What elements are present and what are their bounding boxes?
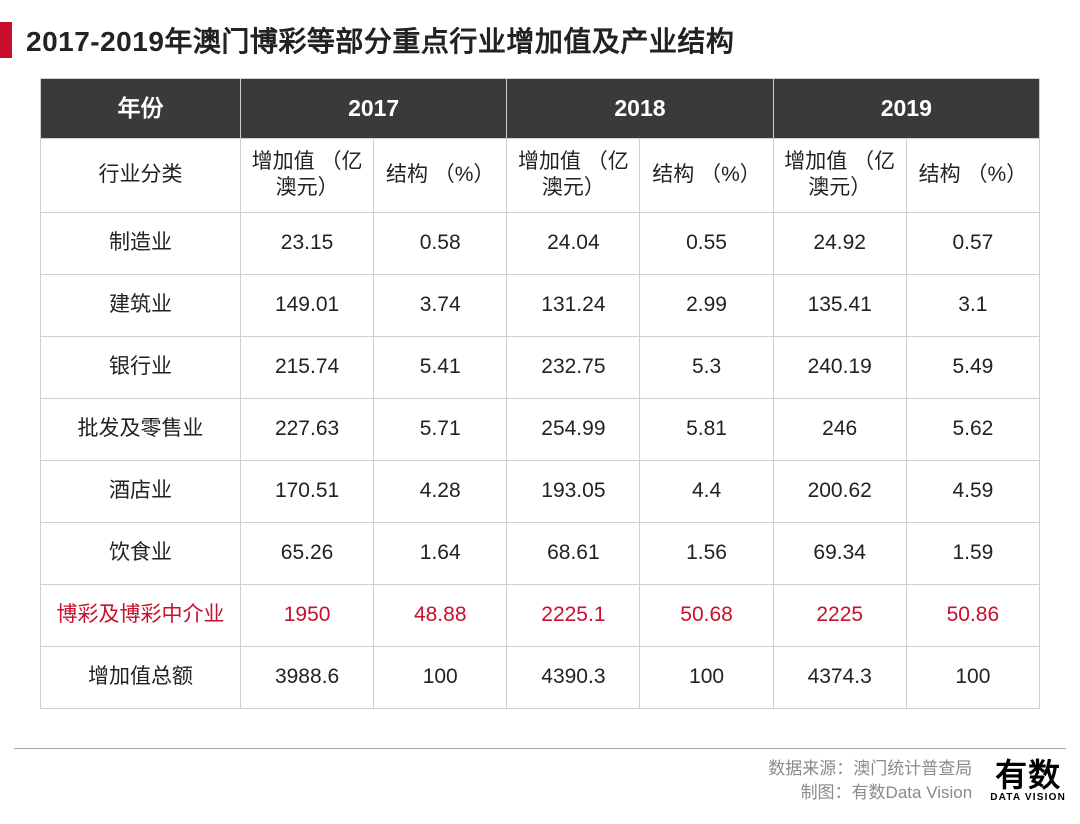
cell-v2019: 135.41 bbox=[773, 274, 906, 336]
cell-p2018: 0.55 bbox=[640, 212, 773, 274]
page-title: 2017-2019年澳门博彩等部分重点行业增加值及产业结构 bbox=[26, 20, 734, 60]
cell-p2019: 50.86 bbox=[906, 584, 1039, 646]
cell-v2019: 2225 bbox=[773, 584, 906, 646]
cell-p2017: 4.28 bbox=[374, 460, 507, 522]
table-row: 博彩及博彩中介业195048.882225.150.68222550.86 bbox=[41, 584, 1040, 646]
cell-v2017: 227.63 bbox=[241, 398, 374, 460]
cell-p2017: 3.74 bbox=[374, 274, 507, 336]
table-row: 批发及零售业227.635.71254.995.812465.62 bbox=[41, 398, 1040, 460]
cell-v2019: 200.62 bbox=[773, 460, 906, 522]
cell-p2019: 0.57 bbox=[906, 212, 1039, 274]
cell-p2019: 100 bbox=[906, 646, 1039, 708]
cell-p2018: 5.81 bbox=[640, 398, 773, 460]
cell-v2018: 131.24 bbox=[507, 274, 640, 336]
table-container: 年份 2017 2018 2019 行业分类 增加值 （亿澳元） 结构 （%） … bbox=[0, 78, 1080, 709]
cell-v2018: 193.05 bbox=[507, 460, 640, 522]
cell-v2019: 240.19 bbox=[773, 336, 906, 398]
sub-pct-2019: 结构 （%） bbox=[906, 139, 1039, 213]
year-col-2018: 2018 bbox=[507, 79, 773, 139]
row-name: 制造业 bbox=[41, 212, 241, 274]
category-header-label: 行业分类 bbox=[41, 139, 241, 213]
row-name: 增加值总额 bbox=[41, 646, 241, 708]
cell-p2017: 100 bbox=[374, 646, 507, 708]
row-name: 批发及零售业 bbox=[41, 398, 241, 460]
sub-value-2017: 增加值 （亿澳元） bbox=[241, 139, 374, 213]
cell-v2017: 170.51 bbox=[241, 460, 374, 522]
cell-v2018: 24.04 bbox=[507, 212, 640, 274]
table-header-sub: 行业分类 增加值 （亿澳元） 结构 （%） 增加值 （亿澳元） 结构 （%） 增… bbox=[41, 139, 1040, 213]
sub-value-2018: 增加值 （亿澳元） bbox=[507, 139, 640, 213]
sub-pct-2017: 结构 （%） bbox=[374, 139, 507, 213]
cell-v2018: 68.61 bbox=[507, 522, 640, 584]
cell-p2018: 100 bbox=[640, 646, 773, 708]
cell-p2017: 5.71 bbox=[374, 398, 507, 460]
accent-bar bbox=[0, 22, 12, 58]
cell-v2018: 4390.3 bbox=[507, 646, 640, 708]
cell-v2017: 65.26 bbox=[241, 522, 374, 584]
footer-credits: 数据来源：澳门统计普查局 制图：有数Data Vision bbox=[768, 757, 972, 806]
cell-v2019: 4374.3 bbox=[773, 646, 906, 708]
cell-v2019: 69.34 bbox=[773, 522, 906, 584]
row-name: 饮食业 bbox=[41, 522, 241, 584]
logo-cn: 有数 bbox=[995, 759, 1061, 791]
cell-v2017: 23.15 bbox=[241, 212, 374, 274]
cell-p2019: 1.59 bbox=[906, 522, 1039, 584]
title-bar: 2017-2019年澳门博彩等部分重点行业增加值及产业结构 bbox=[0, 0, 1080, 78]
sub-value-2019: 增加值 （亿澳元） bbox=[773, 139, 906, 213]
cell-p2019: 3.1 bbox=[906, 274, 1039, 336]
cell-p2018: 1.56 bbox=[640, 522, 773, 584]
row-name: 建筑业 bbox=[41, 274, 241, 336]
cell-p2017: 0.58 bbox=[374, 212, 507, 274]
cell-p2019: 5.62 bbox=[906, 398, 1039, 460]
footer: 数据来源：澳门统计普查局 制图：有数Data Vision 有数 DATA VI… bbox=[14, 748, 1066, 806]
row-name: 博彩及博彩中介业 bbox=[41, 584, 241, 646]
row-name: 酒店业 bbox=[41, 460, 241, 522]
cell-v2017: 1950 bbox=[241, 584, 374, 646]
year-header-label: 年份 bbox=[41, 79, 241, 139]
cell-p2018: 2.99 bbox=[640, 274, 773, 336]
row-name: 银行业 bbox=[41, 336, 241, 398]
table-row: 饮食业65.261.6468.611.5669.341.59 bbox=[41, 522, 1040, 584]
cell-p2018: 5.3 bbox=[640, 336, 773, 398]
sub-pct-2018: 结构 （%） bbox=[640, 139, 773, 213]
cell-v2019: 24.92 bbox=[773, 212, 906, 274]
table-row: 制造业23.150.5824.040.5524.920.57 bbox=[41, 212, 1040, 274]
cell-p2019: 4.59 bbox=[906, 460, 1039, 522]
table-row: 银行业215.745.41232.755.3240.195.49 bbox=[41, 336, 1040, 398]
table-header-years: 年份 2017 2018 2019 bbox=[41, 79, 1040, 139]
chart-label: 制图：有数Data Vision bbox=[768, 781, 972, 806]
cell-v2018: 232.75 bbox=[507, 336, 640, 398]
table-row: 建筑业149.013.74131.242.99135.413.1 bbox=[41, 274, 1040, 336]
cell-p2017: 5.41 bbox=[374, 336, 507, 398]
cell-p2018: 50.68 bbox=[640, 584, 773, 646]
source-label: 数据来源：澳门统计普查局 bbox=[768, 757, 972, 782]
cell-v2017: 215.74 bbox=[241, 336, 374, 398]
table-row: 增加值总额3988.61004390.31004374.3100 bbox=[41, 646, 1040, 708]
year-col-2019: 2019 bbox=[773, 79, 1039, 139]
cell-v2019: 246 bbox=[773, 398, 906, 460]
cell-v2018: 254.99 bbox=[507, 398, 640, 460]
cell-p2019: 5.49 bbox=[906, 336, 1039, 398]
cell-v2018: 2225.1 bbox=[507, 584, 640, 646]
cell-p2017: 48.88 bbox=[374, 584, 507, 646]
year-col-2017: 2017 bbox=[241, 79, 507, 139]
cell-p2017: 1.64 bbox=[374, 522, 507, 584]
cell-v2017: 3988.6 bbox=[241, 646, 374, 708]
brand-logo: 有数 DATA VISION bbox=[990, 759, 1066, 803]
logo-en: DATA VISION bbox=[990, 793, 1066, 803]
table-row: 酒店业170.514.28193.054.4200.624.59 bbox=[41, 460, 1040, 522]
cell-v2017: 149.01 bbox=[241, 274, 374, 336]
industry-table: 年份 2017 2018 2019 行业分类 增加值 （亿澳元） 结构 （%） … bbox=[40, 78, 1040, 709]
table-body: 制造业23.150.5824.040.5524.920.57建筑业149.013… bbox=[41, 212, 1040, 708]
cell-p2018: 4.4 bbox=[640, 460, 773, 522]
